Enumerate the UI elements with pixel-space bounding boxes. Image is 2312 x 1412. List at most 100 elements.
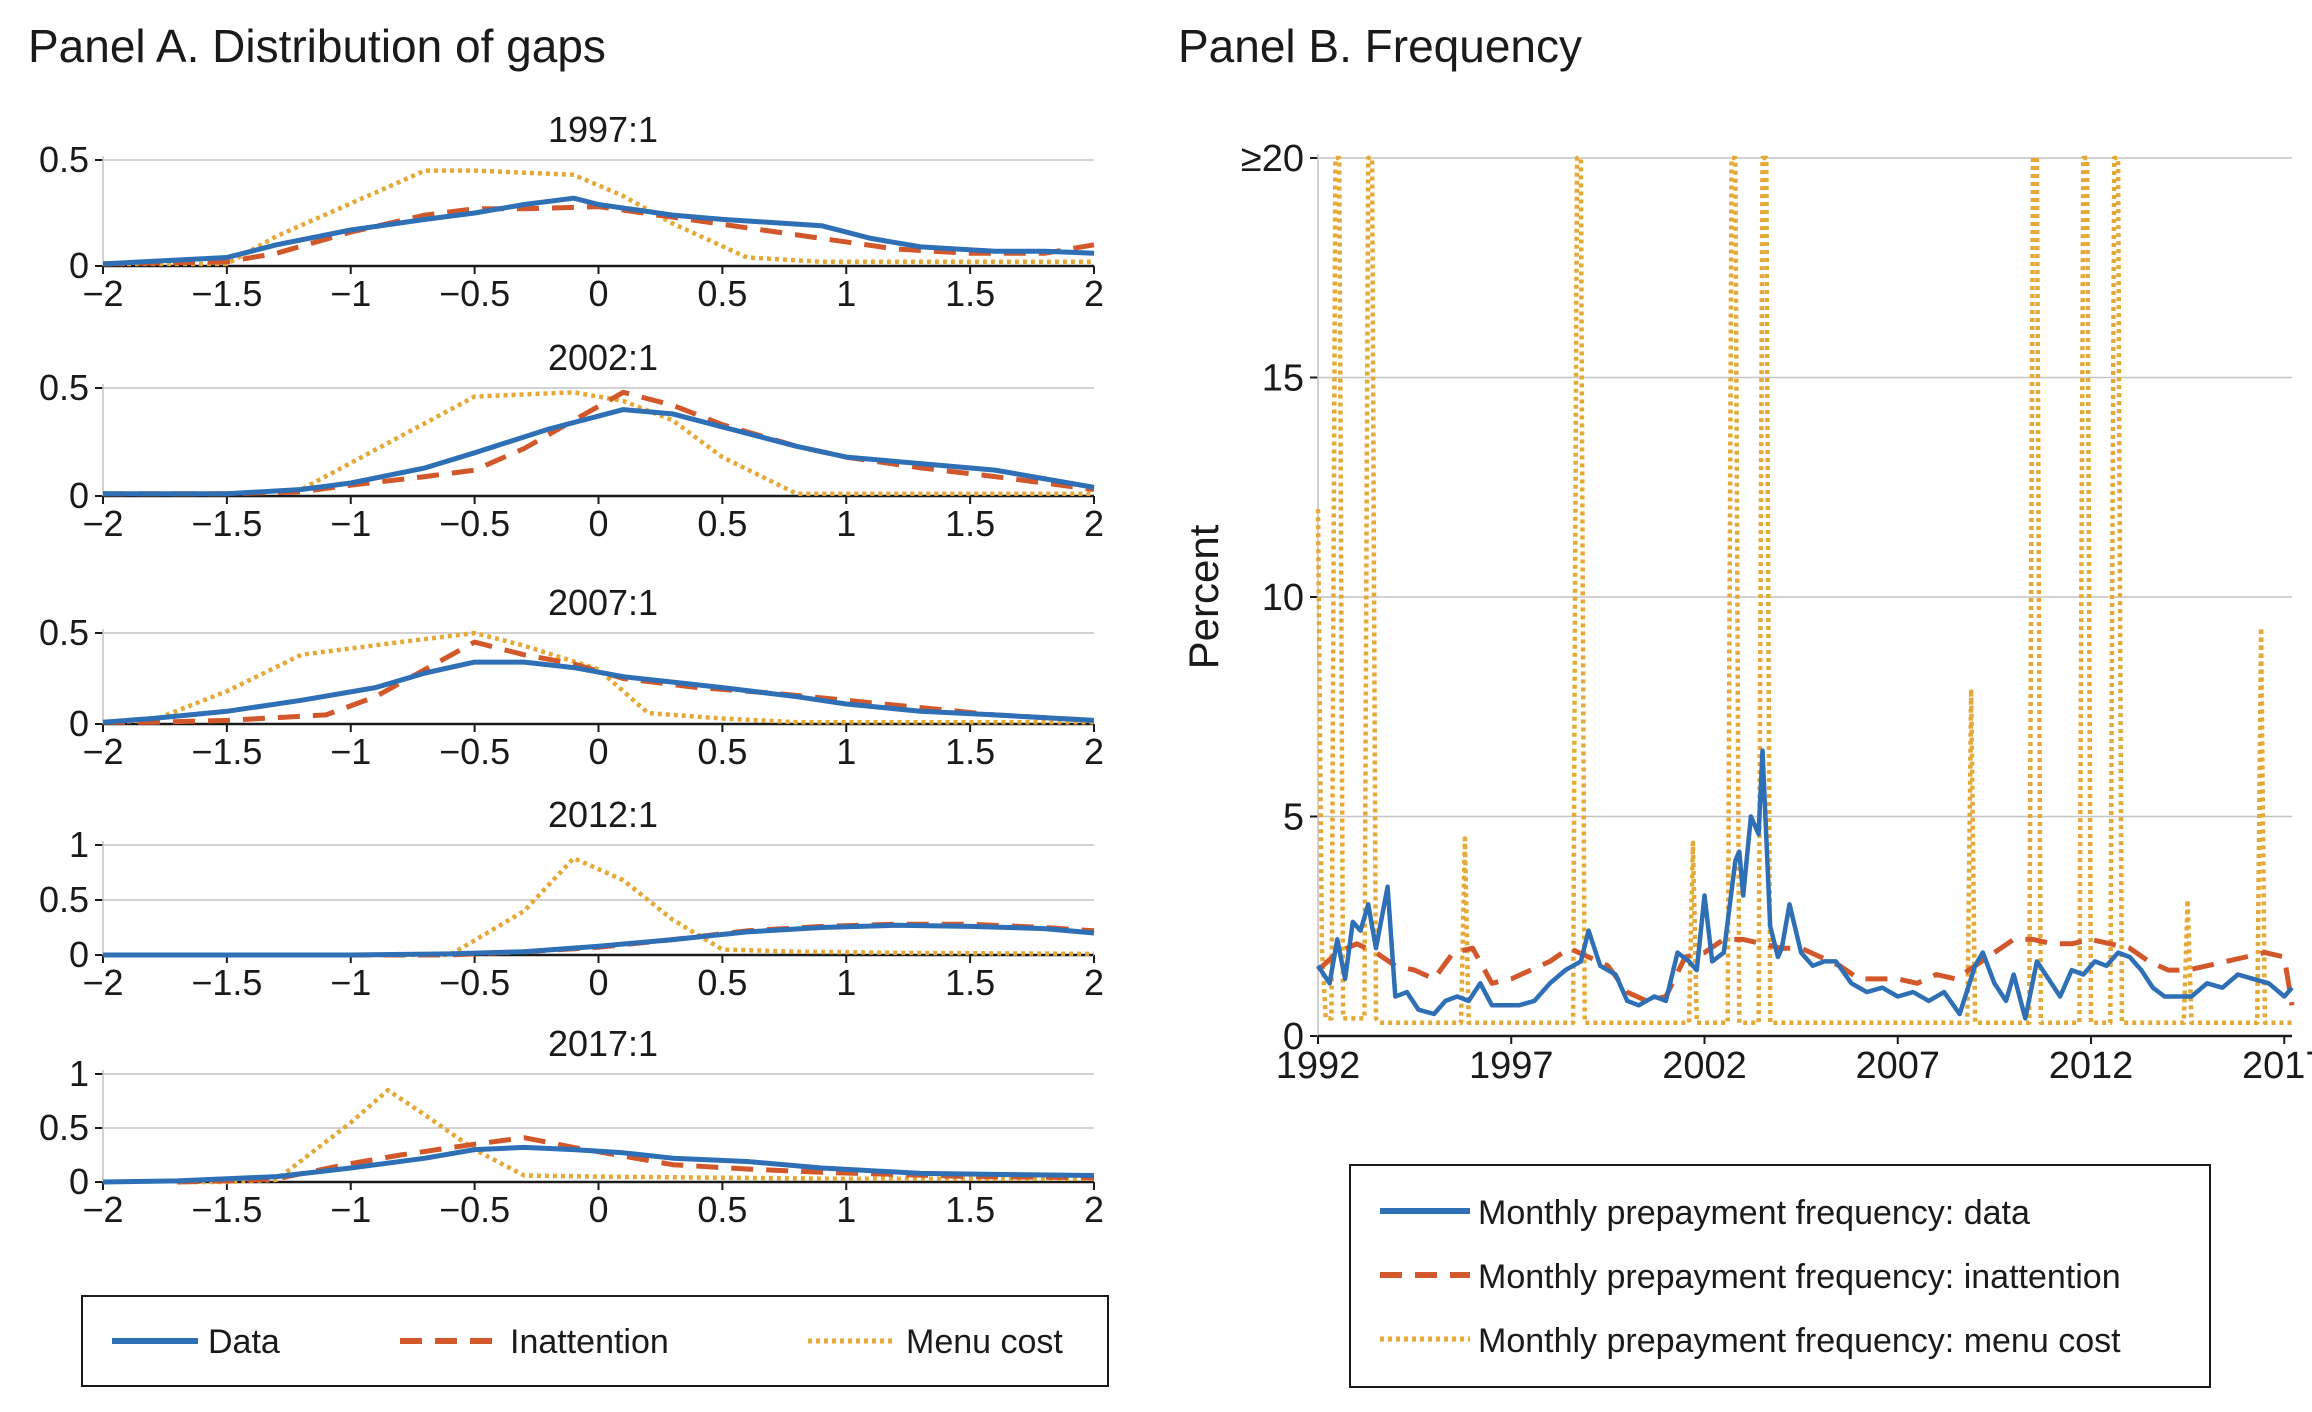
series-line-data xyxy=(103,922,1095,958)
gap-chart-4: 2017:1 0 0.5 1 −2 −1.5 −1 −0.5 0 0.5 1 1.5 2 xyxy=(39,1023,1104,1230)
gap-chart-title: 2002:1 xyxy=(548,337,658,378)
series-line-data xyxy=(102,1144,1095,1185)
x-tick-label: −2 xyxy=(82,503,123,544)
y-tick-label: ≥20 xyxy=(1241,138,1304,180)
x-tick-label: 2 xyxy=(1084,273,1104,314)
x-tick-label: 2012 xyxy=(2049,1045,2134,1087)
series-line-data xyxy=(102,659,1095,725)
x-tick-label: 0 xyxy=(588,962,608,1003)
panel-a-legend-box xyxy=(81,1295,1109,1387)
x-tick-label: 1997 xyxy=(1469,1045,1554,1087)
x-tick-label: −0.5 xyxy=(439,731,510,772)
x-tick-label: 1.5 xyxy=(945,731,995,772)
y-tick-label: 0 xyxy=(69,1161,89,1202)
panel-b-chart: 0 5 10 15 ≥20 1992 1997 2002 2007 2012 2017 Percent xyxy=(1180,138,2312,1087)
gap-chart-0: 1997:1 0 0.5 −2 −1.5 −1 −0.5 0 0.5 1 1.5 2 xyxy=(39,109,1104,314)
x-tick-label: 2 xyxy=(1084,731,1104,772)
x-tick-label: −1.5 xyxy=(191,503,262,544)
x-tick-label: −1.5 xyxy=(191,962,262,1003)
x-tick-label: 0.5 xyxy=(697,1189,747,1230)
y-tick-label: 0 xyxy=(69,245,89,286)
gap-chart-1: 2002:1 0 0.5 −2 −1.5 −1 −0.5 0 0.5 1 1.5 2 xyxy=(39,337,1104,544)
x-tick-label: −1 xyxy=(330,962,371,1003)
x-tick-label: −2 xyxy=(82,1189,123,1230)
x-tick-label: 2002 xyxy=(1662,1045,1747,1087)
y-tick-label: 5 xyxy=(1283,797,1304,839)
gap-chart-title: 2007:1 xyxy=(548,582,658,623)
x-tick-label: −1.5 xyxy=(191,1189,262,1230)
y-tick-label: 10 xyxy=(1262,577,1304,619)
x-tick-label: −2 xyxy=(82,273,123,314)
series-line-menu-cost xyxy=(177,1087,1094,1185)
gap-chart-title: 1997:1 xyxy=(548,109,658,150)
series-line-menu-cost xyxy=(103,168,1094,267)
x-tick-label: −0.5 xyxy=(439,1189,510,1230)
x-tick-label: −0.5 xyxy=(439,962,510,1003)
x-tick-label: 0.5 xyxy=(697,962,747,1003)
x-tick-label: −0.5 xyxy=(439,273,510,314)
legend-b-label-inattention: Monthly prepayment frequency: inattentio… xyxy=(1478,1258,2121,1296)
x-tick-label: −1.5 xyxy=(191,731,262,772)
x-tick-label: −2 xyxy=(82,962,123,1003)
x-tick-label: −1 xyxy=(330,273,371,314)
y-tick-label: 0 xyxy=(69,934,89,975)
panel-b-legend: Monthly prepayment frequency: data Month… xyxy=(1349,1164,2211,1388)
gap-chart-title: 2017:1 xyxy=(548,1023,658,1064)
gap-chart-title: 2012:1 xyxy=(548,794,658,835)
x-tick-label: −0.5 xyxy=(439,503,510,544)
series-line-inattention xyxy=(1316,936,2295,1006)
x-tick-label: 0 xyxy=(588,503,608,544)
series-line-inattention xyxy=(103,921,1095,958)
y-tick-label: 1 xyxy=(69,824,89,865)
y-tick-label: 15 xyxy=(1262,358,1304,400)
y-tick-label: 0.5 xyxy=(39,879,89,920)
x-tick-label: 2 xyxy=(1084,503,1104,544)
x-tick-label: 1 xyxy=(836,273,856,314)
gap-chart-2: 2007:1 0 0.5 −2 −1.5 −1 −0.5 0 0.5 1 1.5 2 xyxy=(39,582,1104,772)
x-tick-label: 1.5 xyxy=(945,962,995,1003)
x-tick-label: 0 xyxy=(588,273,608,314)
x-tick-label: 1992 xyxy=(1276,1045,1361,1087)
x-tick-label: 2 xyxy=(1084,962,1104,1003)
series-line-data xyxy=(102,195,1095,267)
series-line-menu-cost xyxy=(226,855,1095,958)
x-tick-label: −2 xyxy=(82,731,123,772)
series-line-menu-cost xyxy=(103,390,1094,497)
x-tick-label: 0.5 xyxy=(697,503,747,544)
y-tick-label: 1 xyxy=(69,1053,89,1094)
series-line-menu-cost xyxy=(1315,155,2292,1026)
x-tick-label: −1.5 xyxy=(191,273,262,314)
legend-a-label-inattention: Inattention xyxy=(510,1323,669,1361)
x-tick-label: 1.5 xyxy=(945,273,995,314)
series-line-inattention xyxy=(103,389,1095,497)
x-tick-label: −1 xyxy=(330,503,371,544)
panel-a-charts: 1997:1 0 0.5 −2 −1.5 −1 −0.5 0 0.5 1 1.5 2 2002:1 0 0.… xyxy=(39,109,1104,1230)
x-tick-label: 0 xyxy=(588,731,608,772)
x-tick-label: 2017 xyxy=(2242,1045,2312,1087)
x-tick-label: 2007 xyxy=(1855,1045,1940,1087)
panel-b-legend-box xyxy=(1349,1164,2211,1388)
series-line-menu-cost xyxy=(102,630,1094,725)
panel-a-title: Panel A. Distribution of gaps xyxy=(28,20,606,72)
x-tick-label: 1.5 xyxy=(945,1189,995,1230)
y-tick-label: 0 xyxy=(69,475,89,516)
series-line-inattention xyxy=(102,204,1095,267)
x-tick-label: 2 xyxy=(1084,1189,1104,1230)
x-tick-label: 0.5 xyxy=(697,731,747,772)
x-tick-label: 1 xyxy=(836,731,856,772)
legend-b-label-data: Monthly prepayment frequency: data xyxy=(1478,1194,2030,1232)
y-tick-label: 0 xyxy=(1283,1016,1304,1058)
x-tick-label: 1 xyxy=(836,962,856,1003)
x-tick-label: 1.5 xyxy=(945,503,995,544)
x-tick-label: −1 xyxy=(330,1189,371,1230)
y-tick-label: 0.5 xyxy=(39,1107,89,1148)
y-tick-label: 0.5 xyxy=(39,367,89,408)
series-line-data xyxy=(1316,748,2294,1021)
series-line-data xyxy=(103,407,1095,497)
x-tick-label: 0 xyxy=(588,1189,608,1230)
legend-b-label-menu-cost: Monthly prepayment frequency: menu cost xyxy=(1478,1322,2121,1360)
gap-chart-3: 2012:1 0 0.5 1 −2 −1.5 −1 −0.5 0 0.5 1 1.5 2 xyxy=(39,794,1104,1003)
y-tick-label: 0.5 xyxy=(39,612,89,653)
x-tick-label: −1 xyxy=(330,731,371,772)
